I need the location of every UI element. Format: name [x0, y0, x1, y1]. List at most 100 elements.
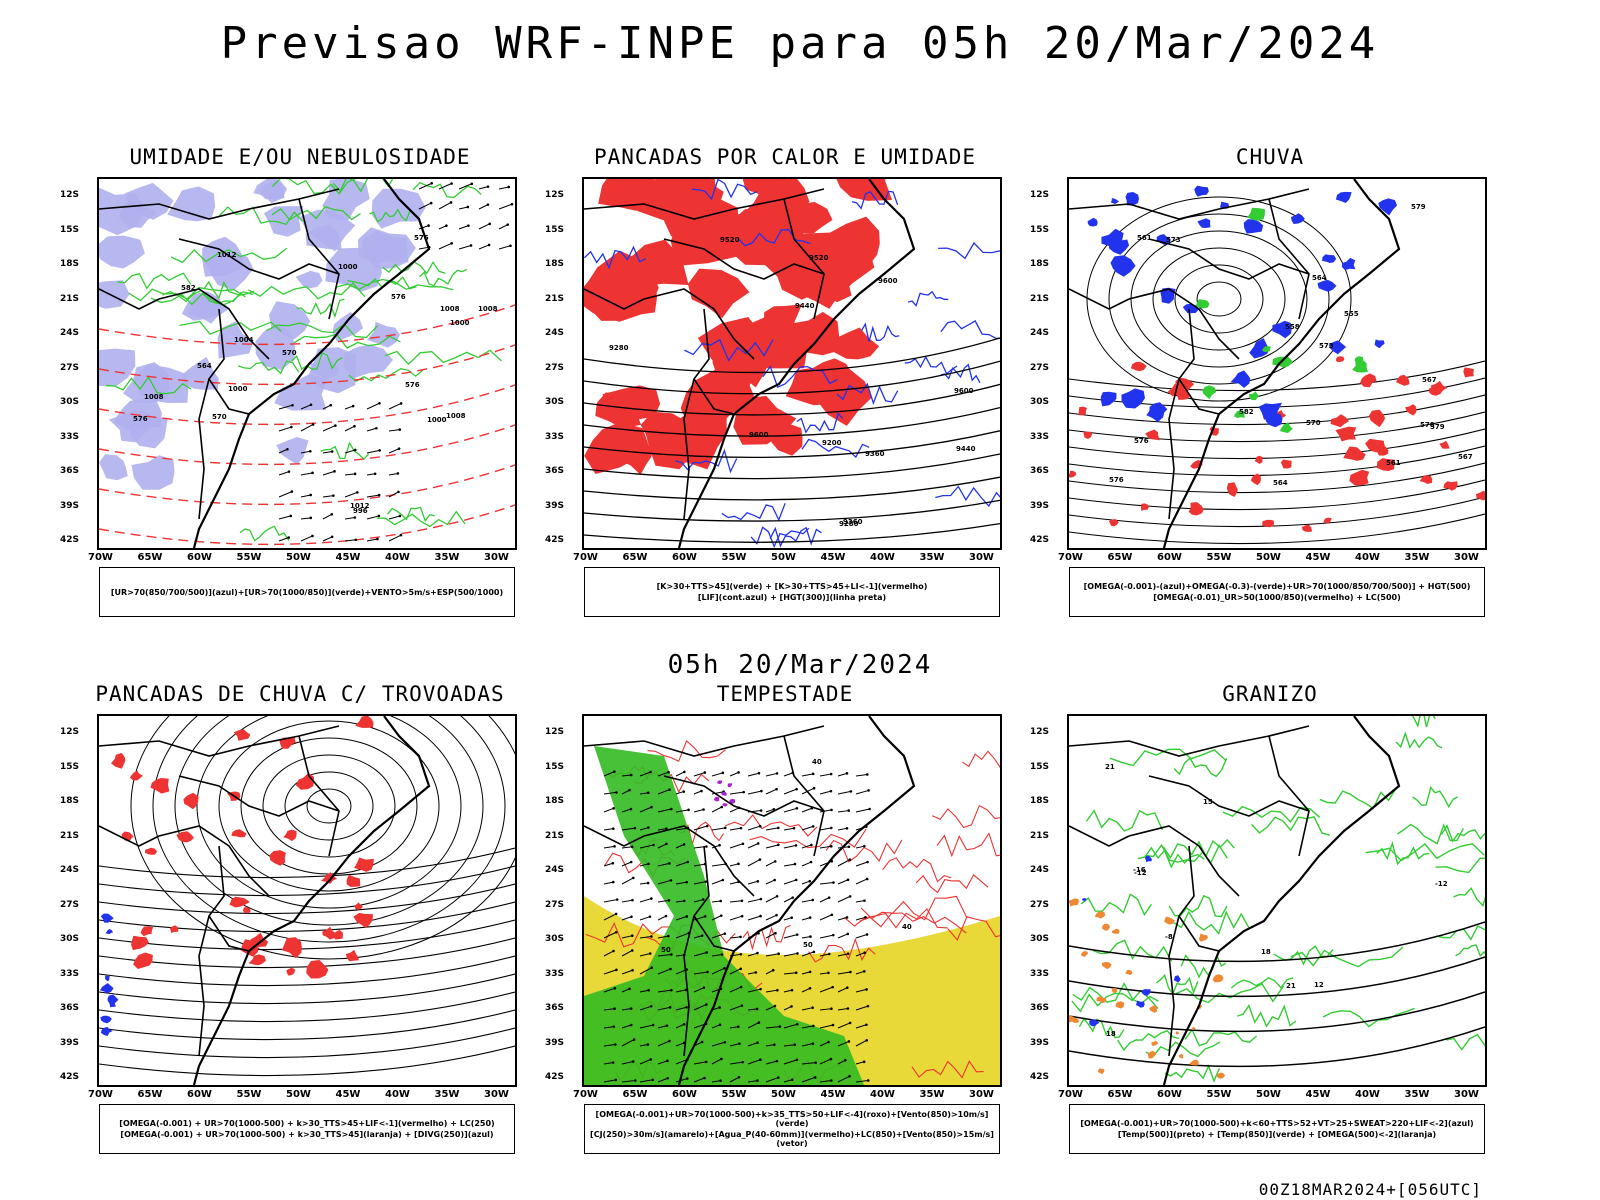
streamline: [284, 771, 374, 841]
wind-vector: [639, 967, 652, 975]
temp850-contour: [1117, 1029, 1180, 1052]
wind-vector: [783, 989, 793, 993]
wind-vector: [657, 1060, 668, 1065]
lif-contour: [796, 412, 844, 434]
wind-vector-head: [849, 790, 853, 793]
state-border: [1168, 308, 1195, 520]
precipitable-water-contour: [932, 804, 1000, 829]
wind-vector: [621, 969, 633, 975]
wind-vector-head: [612, 827, 615, 830]
lif-contour: [721, 502, 786, 522]
panel-pancadas-calor: PANCADAS POR CALOR E UMIDADE 12S 15S 18S 21S…: [535, 145, 1035, 645]
latitude-label: 15S: [545, 761, 565, 772]
wind-vector: [603, 771, 615, 777]
state-border: [1128, 288, 1240, 360]
omega500-area: [1072, 1018, 1079, 1023]
wind-vector: [657, 899, 670, 903]
thunderstorm-area: [333, 930, 343, 940]
wind-vector-head: [427, 224, 430, 227]
wind-vector: [855, 1024, 867, 1029]
convection-area: [784, 311, 842, 356]
lif-contour: [940, 363, 981, 384]
rain-area: [1376, 458, 1395, 471]
wind-vector: [837, 790, 852, 795]
convection-area: [827, 216, 880, 270]
hgt-contour: [584, 430, 1000, 459]
wind-vector-head: [399, 402, 403, 405]
latitude-label: 42S: [1030, 1072, 1050, 1082]
wind-vector-head: [682, 843, 686, 846]
wind-vector: [498, 245, 511, 250]
wind-vector-head: [703, 915, 707, 918]
wind-vector-head: [864, 916, 867, 919]
thunderstorm-area: [250, 932, 269, 949]
wind-vector-head: [630, 845, 634, 849]
storm-area: [727, 783, 733, 788]
longitude-label: 35W: [919, 552, 945, 563]
wind-vector-head: [397, 490, 400, 494]
wind-vector-head: [811, 772, 815, 776]
longitude-label: 70W: [573, 552, 598, 563]
wind-vector-head: [377, 514, 381, 518]
wind-vector: [729, 791, 744, 795]
wind-vector: [639, 806, 652, 813]
lif-contour: [769, 526, 822, 548]
wind-vector: [478, 223, 490, 230]
thunderstorm-area: [354, 902, 363, 910]
longitude-label: 65W: [1107, 1089, 1133, 1100]
longitude-label: 35W: [1404, 1089, 1430, 1100]
wind-vector: [855, 808, 870, 813]
wind-vector-head: [614, 912, 618, 916]
streamline: [99, 1009, 515, 1041]
wind-vector-head: [773, 1004, 777, 1008]
wind-vector: [747, 790, 762, 795]
wind-vector: [300, 535, 313, 542]
streamline: [130, 716, 515, 960]
wind-vector: [711, 1058, 722, 1065]
wind-vector: [657, 1006, 671, 1011]
wind-vector-head: [830, 913, 834, 917]
wind-vector-head: [865, 1023, 868, 1027]
wind-vector-head: [613, 1007, 616, 1011]
wind-vector-head: [718, 1006, 721, 1009]
wind-vector-head: [756, 1041, 759, 1044]
wind-vector-head: [330, 512, 334, 516]
latitude-label: 33S: [60, 431, 80, 442]
wind-vector: [388, 515, 401, 520]
wind-vector: [675, 932, 689, 939]
longitude-label: 30W: [969, 552, 994, 563]
wind-vector: [837, 1022, 851, 1029]
thunderstorm-area: [295, 772, 315, 790]
humidity-area: [182, 356, 219, 390]
wind-vector-head: [289, 514, 293, 518]
wind-vector: [478, 186, 489, 190]
wind-vector-head: [510, 202, 514, 206]
wind-vector-head: [796, 952, 799, 955]
convection-area: [697, 317, 784, 388]
wind-vector: [729, 771, 739, 777]
wind-vector-head: [773, 860, 777, 863]
rain-area: [1254, 455, 1263, 464]
wind-vector-head: [311, 534, 314, 538]
wind-vector: [801, 951, 815, 957]
wind-vector-head: [827, 952, 831, 956]
wind-vector: [765, 772, 778, 777]
wind-vector-head: [667, 899, 671, 902]
humidity-contour: [335, 278, 454, 291]
wind-vector: [675, 900, 685, 903]
thunderstorm-area: [248, 954, 266, 966]
wind-vector: [819, 1024, 834, 1029]
precipitable-water-contour: [962, 750, 1000, 769]
wind-vector-head: [290, 425, 293, 429]
humidity-area: [343, 344, 393, 379]
lif-contour: [860, 322, 900, 342]
wind-vector: [603, 899, 618, 903]
thunderstorm-area: [129, 770, 143, 781]
latitude-label: 36S: [545, 466, 565, 476]
wind-vector-head: [719, 914, 723, 917]
wind-vector: [801, 1025, 814, 1029]
wind-vector: [621, 861, 632, 867]
lif-contour: [851, 190, 899, 210]
humidity-contour: [203, 280, 255, 300]
humidity-contour: [385, 349, 502, 366]
